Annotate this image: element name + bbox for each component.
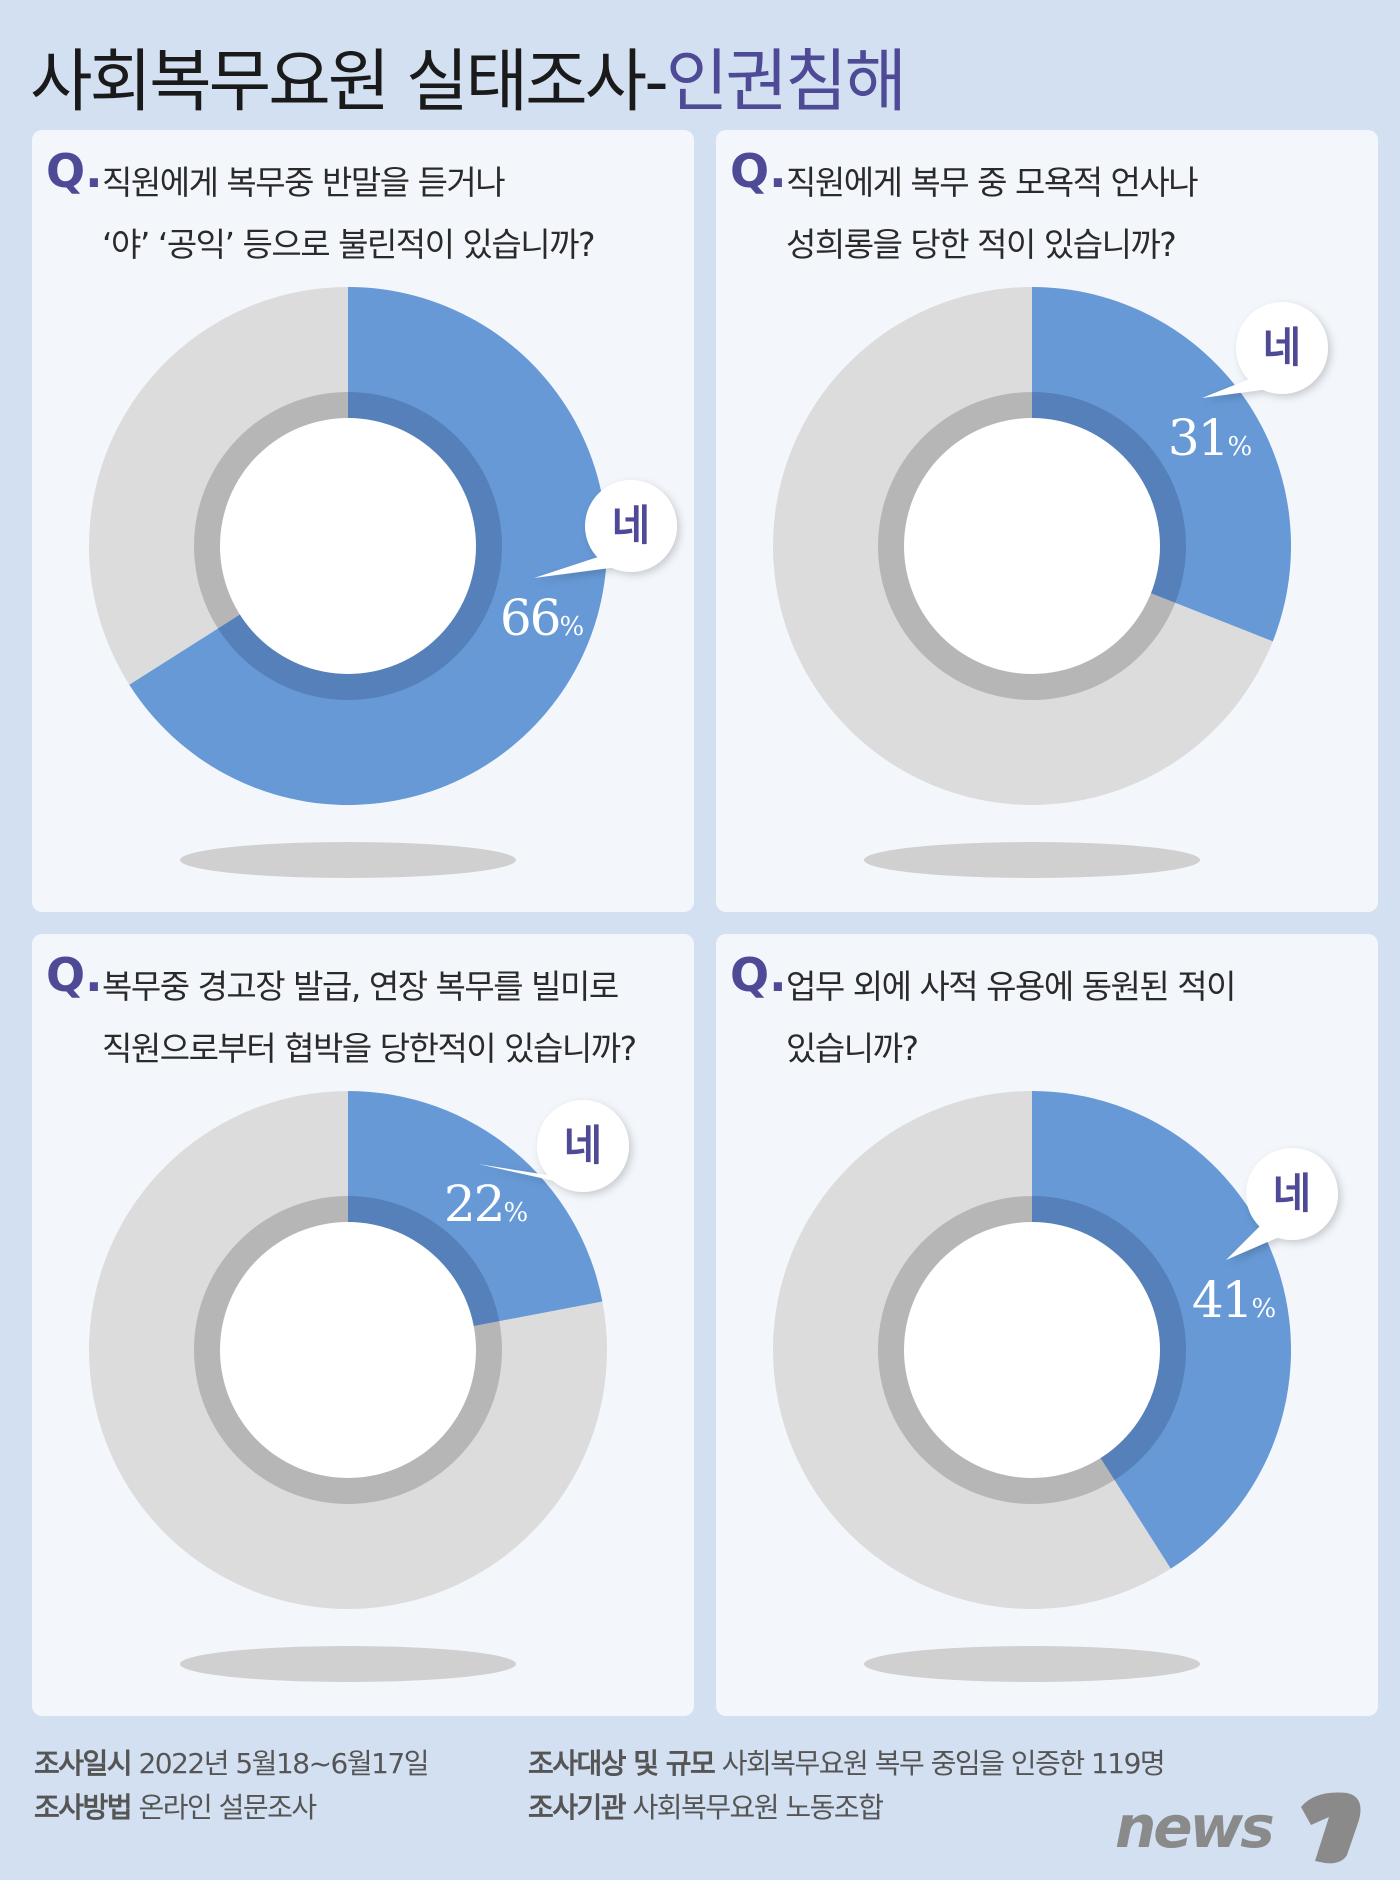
percent-value: 22 (443, 1175, 506, 1233)
percent-unit: % (559, 612, 585, 642)
donut-chart (773, 287, 1328, 878)
donut-hole (904, 418, 1160, 674)
chart-card-4: Q. 업무 외에 사적 유용에 동원된 적이 있습니까? 네 41% (716, 934, 1378, 1716)
yes-label: 네 (563, 1121, 603, 1170)
percent-label: 66% (500, 589, 584, 647)
footer-date-value: 2022년 5월18~6월17일 (138, 1747, 429, 1780)
donut-chart (89, 1091, 629, 1682)
percent-unit: % (1227, 432, 1253, 462)
yes-bubble: 네 (1234, 300, 1330, 396)
footer-method-value: 온라인 설문조사 (138, 1791, 317, 1824)
q-mark: Q. (730, 144, 787, 198)
yes-bubble: 네 (1244, 1146, 1340, 1242)
question-text: 업무 외에 사적 유용에 동원된 적이 있습니까? (786, 967, 1237, 1068)
footer-method: 조사방법 온라인 설문조사 (34, 1786, 317, 1826)
page-title: 사회복무요원 실태조사-인권침해 (30, 26, 907, 125)
chart-card-3: Q. 복무중 경고장 발급, 연장 복무를 빌미로 직원으로부터 협박을 당한적… (32, 934, 694, 1716)
percent-value: 66 (499, 589, 562, 647)
yes-bubble: 네 (583, 478, 679, 574)
bubble-circle (1246, 1148, 1338, 1240)
title-main: 사회복무요원 실태조사- (30, 43, 669, 122)
chart-shadow (864, 1646, 1200, 1682)
question-text: 직원에게 복무중 반말을 듣거나 ‘야’ ‘공익’ 등으로 불린적이 있습니까? (102, 163, 595, 264)
speech-bubble (534, 480, 677, 578)
svg-text:news: news (1115, 1793, 1273, 1861)
footer-org-value: 사회복무요원 노동조합 (632, 1791, 884, 1824)
yes-bubble: 네 (535, 1098, 631, 1194)
footer-org: 조사기관 사회복무요원 노동조합 (528, 1786, 884, 1826)
yes-label: 네 (611, 501, 651, 550)
percent-value: 31 (1167, 409, 1230, 467)
donut-hole (220, 418, 476, 674)
chart-shadow (864, 842, 1200, 878)
percent-label: 41% (1192, 1271, 1276, 1329)
q-mark: Q. (730, 948, 787, 1002)
donut-chart (773, 1091, 1338, 1682)
percent-unit: % (1251, 1294, 1277, 1324)
chart-card-2: Q. 직원에게 복무 중 모욕적 언사나 성희롱을 당한 적이 있습니까? 네 31… (716, 130, 1378, 912)
footer-org-label: 조사기관 (528, 1791, 627, 1824)
footer-target-label: 조사대상 및 규모 (528, 1747, 716, 1780)
chart-card-1: Q. 직원에게 복무중 반말을 듣거나 ‘야’ ‘공익’ 등으로 불린적이 있습… (32, 130, 694, 912)
chart-shadow (180, 1646, 516, 1682)
bubble-circle (1236, 302, 1328, 394)
percent-label: 22% (444, 1175, 528, 1233)
yes-label: 네 (1272, 1169, 1312, 1218)
donut-hole (220, 1222, 476, 1478)
speech-bubble (1202, 302, 1328, 398)
footer-target: 조사대상 및 규모 사회복무요원 복무 중임을 인증한 119명 (528, 1742, 1166, 1782)
speech-bubble (478, 1100, 629, 1192)
question-text: 복무중 경고장 발급, 연장 복무를 빌미로 직원으로부터 협박을 당한적이 있… (102, 967, 637, 1068)
bubble-circle (585, 480, 677, 572)
chart-shadow (180, 842, 516, 878)
footer-date: 조사일시 2022년 5월18~6월17일 (34, 1742, 429, 1782)
question-text: 직원에게 복무 중 모욕적 언사나 성희롱을 당한 적이 있습니까? (786, 163, 1199, 264)
title-highlight: 인권침해 (665, 43, 907, 122)
yes-label: 네 (1262, 323, 1302, 372)
q-mark: Q. (46, 948, 103, 1002)
bubble-circle (537, 1100, 629, 1192)
speech-bubble (1226, 1148, 1338, 1260)
footer-target-value: 사회복무요원 복무 중임을 인증한 119명 (721, 1747, 1166, 1780)
bubble-tail (478, 1164, 577, 1186)
footer-date-label: 조사일시 (34, 1747, 133, 1780)
donut-hole (904, 1222, 1160, 1478)
q-mark: Q. (46, 144, 103, 198)
footer-method-label: 조사방법 (34, 1791, 133, 1824)
news1-logo: news (1115, 1792, 1361, 1864)
percent-label: 31% (1168, 409, 1252, 467)
percent-value: 41 (1191, 1271, 1254, 1329)
donut-chart (89, 287, 677, 878)
percent-unit: % (503, 1198, 529, 1228)
